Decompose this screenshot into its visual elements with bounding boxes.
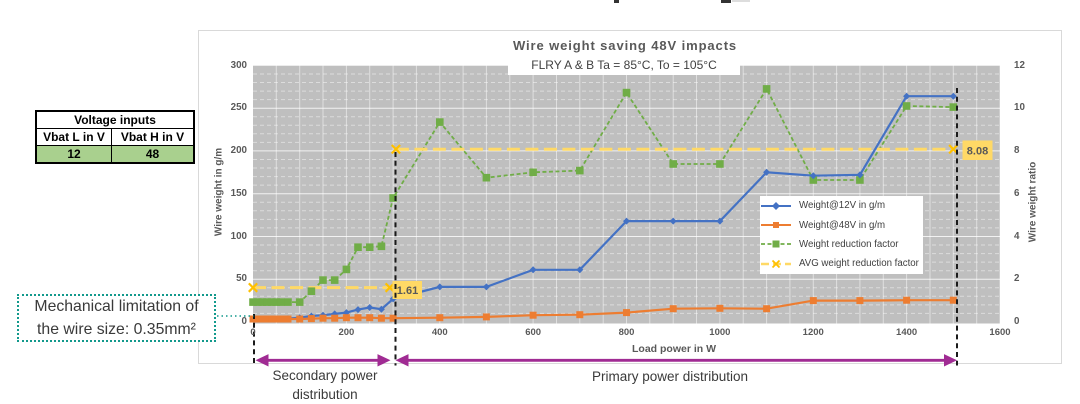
svg-text:8.08: 8.08 xyxy=(967,146,988,158)
svg-text:1.61: 1.61 xyxy=(397,285,418,297)
